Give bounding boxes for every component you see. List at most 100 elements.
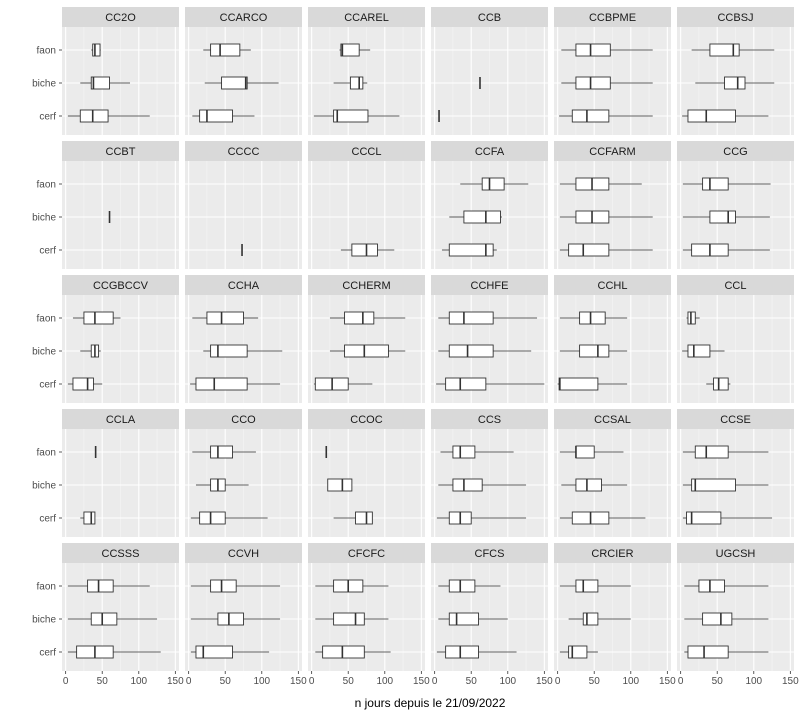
facet-cchl: CCHL	[554, 275, 671, 403]
facet-strip-label: CCAREL	[344, 12, 389, 24]
box-iqr	[571, 109, 610, 123]
box-cerf	[436, 511, 527, 525]
facet-strip-label: CCL	[724, 280, 746, 292]
y-tick-label: faon	[37, 46, 56, 57]
box-iqr	[195, 377, 248, 391]
facet-strip	[677, 409, 794, 429]
box-faon	[460, 177, 529, 191]
box-biche	[315, 612, 389, 626]
x-tick-label: 150	[167, 676, 184, 687]
box-faon	[91, 43, 101, 57]
y-tick-label: cerf	[39, 112, 56, 123]
facet-strip-label: CCSE	[720, 414, 751, 426]
box-iqr	[448, 311, 494, 325]
facet-ccb: CCB	[431, 7, 548, 135]
x-tick-label: 150	[413, 676, 430, 687]
facet-strip-label: CCHA	[228, 280, 260, 292]
y-tick-label: biche	[32, 213, 56, 224]
facet-strip-label: CCHERM	[342, 280, 390, 292]
facet-strip-label: CCBSJ	[717, 12, 753, 24]
x-tick-label: 100	[499, 676, 516, 687]
box-cerf	[436, 645, 517, 659]
box-iqr	[210, 344, 248, 358]
box-faon	[190, 579, 281, 593]
x-axis-title: n jours depuis le 21/09/2022	[355, 696, 506, 710]
y-tick-label: faon	[37, 314, 56, 325]
box-biche	[80, 344, 101, 358]
facet-strip-label: CCG	[723, 146, 747, 158]
x-tick-label: 50	[97, 676, 109, 687]
box-faon	[329, 311, 406, 325]
box-faon	[559, 445, 624, 459]
facet-ccha: CCHA	[185, 275, 302, 403]
box-cerf	[313, 377, 373, 391]
facet-strip	[185, 543, 302, 563]
facet-strip	[554, 7, 671, 27]
box-cerf	[315, 645, 391, 659]
y-tick-label: cerf	[39, 246, 56, 257]
box-biche	[561, 478, 628, 492]
box-iqr	[448, 243, 494, 257]
x-tick-label: 150	[782, 676, 799, 687]
box-iqr	[210, 579, 237, 593]
box-iqr	[687, 645, 729, 659]
facet-strip-label: CC2O	[105, 12, 136, 24]
box-cerf	[684, 645, 769, 659]
x-tick-label: 100	[376, 676, 393, 687]
box-biche	[438, 478, 527, 492]
facet-strip	[62, 543, 179, 563]
box-iqr	[713, 377, 729, 391]
box-iqr	[79, 109, 109, 123]
box-faon	[438, 311, 538, 325]
box-cerf	[559, 243, 653, 257]
box-faon	[203, 43, 251, 57]
x-tick-label: 0	[186, 676, 192, 687]
facet-strip	[431, 7, 548, 27]
box-iqr	[582, 612, 599, 626]
box-biche	[695, 76, 775, 90]
box-faon	[339, 43, 371, 57]
facet-strip-label: CCO	[231, 414, 256, 426]
facet-strip-label: CCGBCCV	[93, 280, 149, 292]
box-iqr	[702, 612, 733, 626]
box-iqr	[452, 478, 483, 492]
facet-strip	[185, 7, 302, 27]
box-iqr	[575, 76, 611, 90]
x-tick-label: 50	[343, 676, 355, 687]
box-iqr	[445, 645, 479, 659]
facet-ccfarm: CCFARM	[554, 141, 671, 269]
box-iqr	[349, 76, 364, 90]
y-tick-label: biche	[32, 347, 56, 358]
facet-ccl: CCL	[677, 275, 794, 403]
box-cerf	[559, 109, 653, 123]
facet-strip	[677, 543, 794, 563]
box-iqr	[217, 612, 244, 626]
box-faon	[192, 311, 259, 325]
x-tick-label: 0	[555, 676, 561, 687]
facet-strip-label: CCCC	[228, 146, 260, 158]
x-tick-label: 0	[309, 676, 315, 687]
x-tick-label: 150	[659, 676, 676, 687]
box-biche	[80, 76, 131, 90]
box-faon	[559, 177, 642, 191]
y-tick-label: faon	[37, 180, 56, 191]
facet-cc2o: CC2O faon biche cerf	[32, 7, 179, 135]
box-cerf	[682, 109, 769, 123]
box-iqr	[199, 511, 226, 525]
facet-strip	[431, 141, 548, 161]
facet-strip	[185, 409, 302, 429]
facet-strip-label: CCSAL	[594, 414, 631, 426]
facet-ccherm: CCHERM	[308, 275, 425, 403]
box-faon	[691, 43, 775, 57]
box-faon	[559, 311, 628, 325]
box-cerf	[682, 511, 773, 525]
box-iqr	[340, 43, 360, 57]
box-cerf	[559, 511, 646, 525]
facet-ccla: CCLA faon biche cerf	[32, 409, 179, 537]
box-biche	[204, 76, 279, 90]
facet-strip-label: CCHL	[598, 280, 628, 292]
box-cerf	[436, 377, 545, 391]
box-biche	[67, 612, 158, 626]
box-faon	[438, 579, 501, 593]
box-biche	[333, 76, 368, 90]
